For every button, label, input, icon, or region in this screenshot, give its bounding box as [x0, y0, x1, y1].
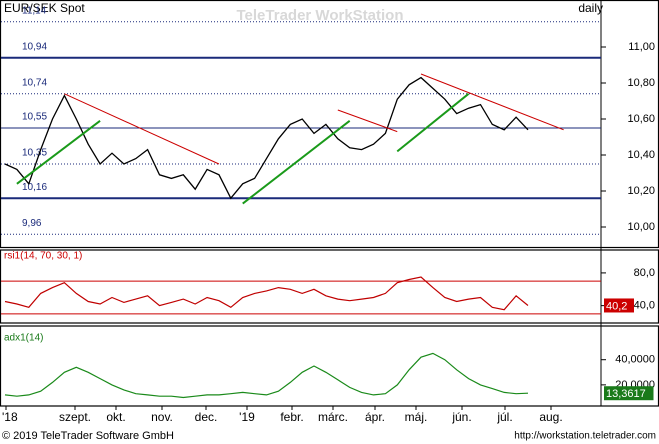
trend-line: [64, 93, 220, 165]
x-tick-label: júl.: [496, 410, 512, 424]
x-tick-label: jún.: [451, 410, 471, 424]
series-line: [4, 76, 529, 200]
level-label: 10,94: [22, 41, 47, 52]
adx-panel: [0, 325, 659, 407]
y-tick-label: 10,60: [627, 113, 655, 125]
url: http://workstation.teletrader.com: [514, 431, 656, 442]
x-tick-label: aug.: [539, 410, 562, 424]
price-panel: [0, 0, 659, 249]
x-tick-label: szept.: [59, 410, 91, 424]
x-tick-label: '18: [2, 410, 18, 424]
y-tick-label: 40,0000: [615, 354, 655, 366]
y-tick-label: 10,40: [627, 149, 655, 161]
x-tick-label: febr.: [280, 410, 303, 424]
value-label-box: [604, 298, 634, 313]
trend-line: [16, 120, 101, 185]
trend-line: [396, 93, 470, 153]
x-tick-label: okt.: [106, 410, 125, 424]
x-tick-label: '19: [239, 410, 255, 424]
x-tick-label: máj.: [405, 410, 428, 424]
level-label: 10,74: [22, 77, 47, 88]
series-line: [4, 352, 529, 399]
adx-title: adx1(14): [4, 333, 43, 344]
y-tick-label: 10,00: [627, 221, 655, 233]
level-label: 10,55: [22, 112, 47, 123]
y-tick-label: 10,20: [627, 185, 655, 197]
interval: daily: [578, 1, 603, 15]
x-tick-label: nov.: [151, 410, 173, 424]
x-tick-label: márc.: [318, 410, 348, 424]
level-label: 10,35: [22, 148, 47, 159]
trend-line: [337, 109, 398, 133]
x-tick-label: ápr.: [365, 410, 385, 424]
level-label: 9,96: [22, 218, 42, 229]
value-label: 13,3617: [606, 388, 646, 400]
copyright: © 2019 TeleTrader Software GmbH: [2, 430, 174, 442]
y-tick-label: 11,00: [628, 41, 655, 53]
y-tick-label: 80,0: [634, 267, 655, 279]
trend-line: [242, 120, 351, 205]
series-line: [4, 276, 529, 311]
value-label-box: [604, 386, 654, 401]
level-label: 10,16: [22, 182, 47, 193]
value-label: 40,2: [606, 300, 627, 312]
trend-line: [420, 73, 564, 131]
y-tick-label: 10,80: [627, 77, 655, 89]
rsi-title: rsi1(14, 70, 30, 1): [4, 251, 82, 262]
chart-title: EUR/SEK Spot: [4, 1, 85, 15]
x-tick-label: dec.: [195, 410, 218, 424]
rsi-panel: [0, 249, 659, 324]
level-label: 11,14: [22, 5, 47, 16]
watermark: TeleTrader WorkStation: [237, 7, 404, 24]
y-tick-label: 40,0: [634, 300, 655, 312]
